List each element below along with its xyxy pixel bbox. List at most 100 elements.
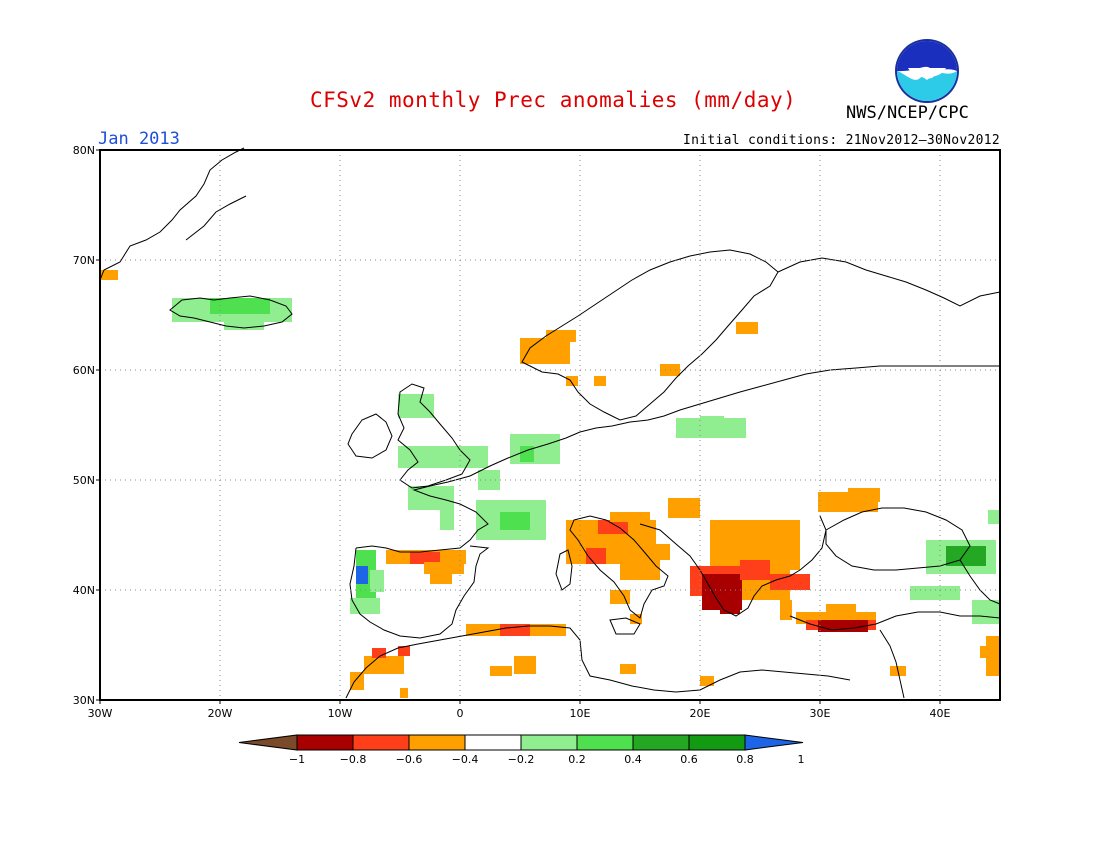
- anomaly-cell: [736, 322, 758, 334]
- colorbar-segment: [520, 734, 578, 751]
- anomaly-cell: [598, 520, 628, 534]
- anomaly-cell: [490, 666, 512, 676]
- latitude-label: 40N: [73, 584, 95, 597]
- anomaly-cell: [700, 676, 714, 686]
- anomaly-cell: [398, 394, 434, 418]
- iberia-outline: [349, 545, 490, 639]
- colorbar-tick-label: 0.6: [680, 753, 698, 766]
- black-sea-outline: [825, 507, 971, 571]
- anomaly-cell: [594, 376, 606, 386]
- colorbar-segment: [688, 734, 746, 751]
- anomaly-cell: [620, 560, 660, 580]
- colorbar-segment: [464, 734, 522, 751]
- anomaly-cell: [720, 590, 740, 614]
- colorbar-high-arrow: [744, 734, 804, 751]
- balkans-outline: [639, 515, 827, 617]
- longitude-label: 20E: [690, 707, 711, 720]
- anomaly-cell: [630, 614, 642, 624]
- longitude-label: 30E: [810, 707, 831, 720]
- anomaly-cell: [848, 488, 880, 502]
- graticule: [100, 150, 1000, 700]
- anomaly-cell: [826, 604, 856, 616]
- colorbar: −1 −0.8 −0.6 −0.4 −0.2 0.2 0.4 0.6 0.8 1: [238, 734, 805, 766]
- anomaly-cell: [546, 330, 576, 342]
- anomaly-cell: [946, 546, 986, 566]
- anomaly-cell: [350, 598, 380, 614]
- colorbar-tick-label: −0.8: [340, 753, 367, 766]
- longitude-label: 0: [457, 707, 464, 720]
- anomaly-cell: [440, 508, 454, 530]
- longitude-label: 10E: [570, 707, 591, 720]
- anomaly-cell: [424, 562, 464, 574]
- anomaly-cell: [972, 600, 1000, 624]
- colorbar-tick-label: 0.8: [736, 753, 754, 766]
- anomaly-cell: [650, 544, 670, 560]
- anomaly-cell: [478, 470, 500, 490]
- ireland-outline: [347, 413, 393, 459]
- anomaly-cell: [620, 664, 636, 674]
- colorbar-segment: [576, 734, 634, 751]
- anomaly-cell: [610, 512, 650, 522]
- anomaly-cell: [398, 446, 488, 468]
- continent-outline: [355, 365, 1000, 553]
- longitude-labels: 30W 20W 10W 0 10E 20E 30E 40E: [88, 700, 951, 720]
- north-africa-outline: [345, 625, 851, 699]
- longitude-label: 30W: [88, 707, 113, 720]
- anomaly-cell: [398, 646, 410, 656]
- anomaly-cell: [676, 418, 746, 438]
- latitude-label: 80N: [73, 144, 95, 157]
- latitude-label: 70N: [73, 254, 95, 267]
- anomaly-cell: [410, 552, 440, 564]
- target-month: Jan 2013: [98, 129, 180, 149]
- noaa-logo: [895, 39, 959, 103]
- anomaly-cell: [988, 510, 1000, 524]
- anomaly-cell: [210, 298, 270, 314]
- anomaly-cell: [400, 688, 408, 698]
- longitude-label: 20W: [208, 707, 233, 720]
- latitude-label: 60N: [73, 364, 95, 377]
- anomaly-cell: [668, 498, 700, 518]
- colorbar-tick-label: −0.2: [508, 753, 535, 766]
- anomaly-cell: [770, 574, 810, 590]
- anomaly-cell: [372, 648, 386, 658]
- colorbar-low-arrow: [238, 734, 298, 751]
- colorbar-tick-label: 1: [798, 753, 805, 766]
- map-frame: [99, 149, 1001, 701]
- anomaly-cell: [566, 376, 578, 386]
- colorbar-segment: [296, 734, 354, 751]
- scandinavia-outline: [521, 249, 779, 421]
- colorbar-segment: [408, 734, 466, 751]
- anomaly-cell: [910, 586, 960, 600]
- anomaly-cell: [500, 512, 530, 530]
- anomaly-cell: [818, 620, 868, 632]
- latitude-label: 50N: [73, 474, 95, 487]
- anomaly-cell: [740, 560, 770, 580]
- colorbar-tick-label: −0.6: [396, 753, 423, 766]
- colorbar-tick-label: 0.2: [568, 753, 586, 766]
- iceland-outline: [169, 295, 293, 329]
- colorbar-tick-label: −1: [289, 753, 305, 766]
- colorbar-segment: [632, 734, 690, 751]
- longitude-label: 40E: [930, 707, 951, 720]
- anomaly-cell: [980, 646, 1000, 658]
- coastlines: [99, 147, 1001, 699]
- anomaly-cell: [510, 434, 560, 464]
- map-title: CFSv2 monthly Prec anomalies (mm/day): [310, 88, 797, 112]
- organization-label: NWS/NCEP/CPC: [846, 103, 969, 123]
- anomaly-cell: [700, 416, 724, 424]
- colorbar-tick-label: −0.4: [452, 753, 479, 766]
- anomaly-cell: [356, 566, 368, 584]
- initial-conditions: Initial conditions: 21Nov2012–30Nov2012: [683, 133, 1000, 148]
- latitude-labels: 80N 70N 60N 50N 40N 30N: [73, 144, 100, 707]
- anomaly-cell: [610, 590, 630, 604]
- anomaly-cell: [350, 672, 364, 690]
- colorbar-segment: [352, 734, 410, 751]
- anomaly-cell: [430, 574, 452, 584]
- longitude-label: 10W: [328, 707, 353, 720]
- anomaly-cell: [514, 656, 536, 674]
- anomaly-cell: [520, 446, 534, 462]
- anomaly-cell: [586, 548, 606, 564]
- anomaly-cell: [780, 600, 792, 620]
- anomaly-cells: [100, 270, 1000, 698]
